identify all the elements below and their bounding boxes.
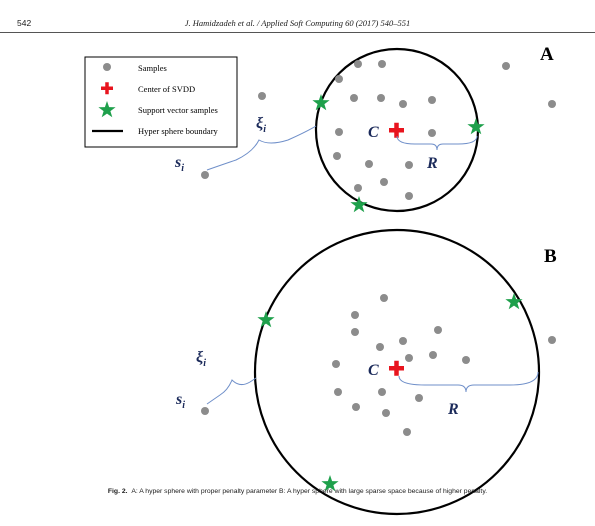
header-rule — [0, 32, 595, 33]
panel-a-letter: A — [540, 44, 554, 65]
hypersphere-boundary-b — [253, 228, 541, 516]
sample-dot — [365, 160, 373, 168]
support-vectors-b — [257, 293, 523, 492]
sample-dot — [399, 100, 407, 108]
sample-dot — [351, 328, 359, 336]
sample-dot — [354, 184, 362, 192]
sample-label-a: si — [174, 154, 184, 174]
center-label-a: C — [368, 124, 379, 141]
sample-dot — [399, 337, 407, 345]
samples-b — [201, 294, 556, 436]
sample-dot — [378, 388, 386, 396]
samples-a — [201, 60, 556, 200]
legend-label-boundary: Hyper sphere boundary — [138, 126, 219, 136]
legend-label-samples: Samples — [138, 63, 167, 73]
sample-dot — [502, 62, 510, 70]
panel-b: B — [175, 228, 557, 516]
sample-dot — [351, 311, 359, 319]
panel-a: A — [174, 44, 556, 213]
sample-dot — [332, 360, 340, 368]
sample-label-b: si — [175, 391, 185, 411]
sample-dot-outlier — [201, 171, 209, 179]
center-cross-b — [389, 360, 404, 376]
sample-dot — [462, 356, 470, 364]
sample-dot — [335, 128, 343, 136]
slack-brace-a — [206, 125, 317, 171]
sample-dot — [258, 92, 266, 100]
sample-dot — [405, 354, 413, 362]
sample-dot — [403, 428, 411, 436]
figure-caption: Fig. 2. A: A hyper sphere with proper pe… — [0, 488, 595, 495]
sample-dot — [429, 351, 437, 359]
radius-brace-b — [398, 371, 539, 393]
sample-dot — [428, 129, 436, 137]
sample-dot — [380, 178, 388, 186]
running-header: J. Hamidzadeh et al. / Applied Soft Comp… — [184, 18, 411, 28]
sample-dot — [335, 75, 343, 83]
caption-text: A: A hyper sphere with proper penalty pa… — [131, 488, 488, 495]
page-number: 542 — [17, 18, 32, 28]
sample-dot — [434, 326, 442, 334]
sample-dot — [548, 100, 556, 108]
sample-dot — [352, 403, 360, 411]
sample-dot — [380, 294, 388, 302]
sample-dot — [378, 60, 386, 68]
sample-dot — [405, 161, 413, 169]
sample-dot — [377, 94, 385, 102]
legend-label-support: Support vector samples — [138, 105, 218, 115]
center-cross-a — [389, 122, 404, 138]
legend-label-center: Center of SVDD — [138, 84, 195, 94]
sample-dot — [415, 394, 423, 402]
support-vector-star-icon — [467, 118, 485, 135]
slack-label-b: ξi — [196, 349, 206, 369]
sample-dot — [333, 152, 341, 160]
legend-sample-dot-icon — [103, 63, 111, 71]
sample-dot-outlier — [201, 407, 209, 415]
slack-brace-b — [206, 377, 257, 405]
sample-dot — [405, 192, 413, 200]
radius-label-b: R — [447, 401, 459, 418]
support-vector-star-icon — [312, 94, 330, 111]
radius-label-a: R — [426, 155, 438, 172]
sample-dot — [376, 343, 384, 351]
sample-dot — [548, 336, 556, 344]
panel-b-letter: B — [544, 246, 557, 267]
radius-brace-a — [396, 135, 478, 151]
sample-dot — [334, 388, 342, 396]
slack-label-a: ξi — [256, 115, 266, 135]
sample-dot — [428, 96, 436, 104]
support-vector-star-icon — [257, 311, 275, 328]
sample-dot — [382, 409, 390, 417]
sample-dot — [350, 94, 358, 102]
legend-center-cross-icon — [101, 82, 113, 95]
caption-label: Fig. 2. — [107, 488, 128, 495]
legend: Samples Center of SVDD Support vector sa… — [84, 56, 238, 148]
sample-dot — [354, 60, 362, 68]
center-label-b: C — [368, 362, 379, 379]
